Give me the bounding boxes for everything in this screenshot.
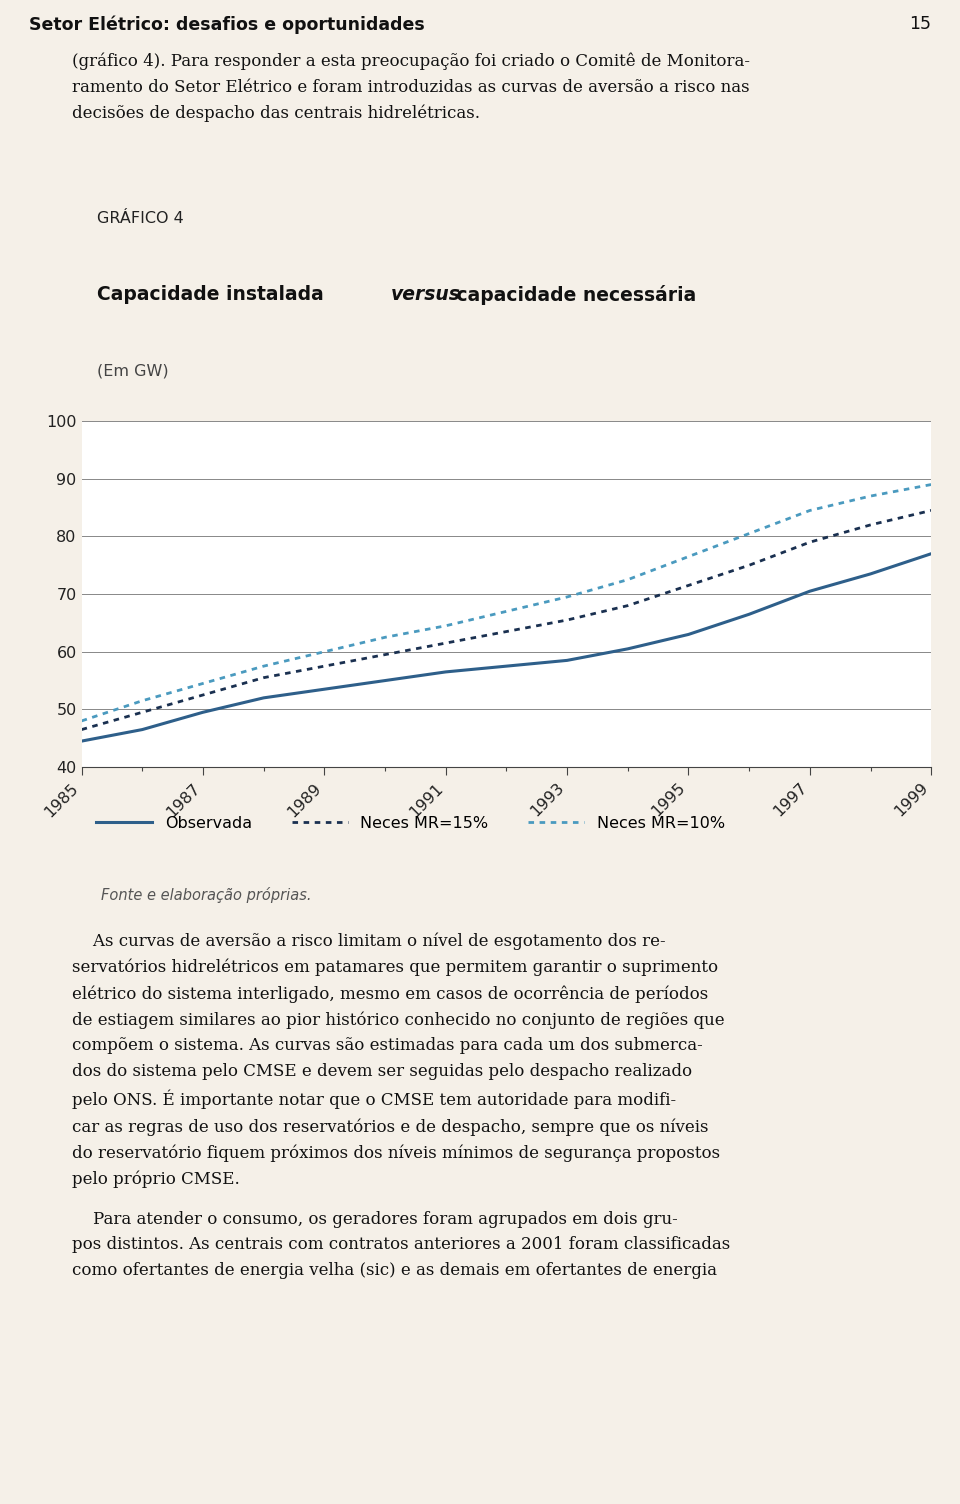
Text: As curvas de aversão a risco limitam o nível de esgotamento dos re-
servatórios : As curvas de aversão a risco limitam o n…: [72, 932, 725, 1188]
Text: (Em GW): (Em GW): [98, 362, 169, 378]
Text: 15: 15: [909, 15, 931, 33]
Text: Setor Elétrico: desafios e oportunidades: Setor Elétrico: desafios e oportunidades: [29, 15, 424, 33]
Text: Fonte e elaboração próprias.: Fonte e elaboração próprias.: [101, 887, 311, 902]
Text: Capacidade instalada: Capacidade instalada: [98, 284, 331, 304]
Text: capacidade necessária: capacidade necessária: [450, 284, 696, 305]
Text: (gráfico 4). Para responder a esta preocupação foi criado o Comitê de Monitora-
: (gráfico 4). Para responder a esta preoc…: [72, 53, 750, 122]
Legend: Observada, Neces MR=15%, Neces MR=10%: Observada, Neces MR=15%, Neces MR=10%: [89, 809, 732, 838]
Text: versus: versus: [391, 284, 461, 304]
Text: GRÁFICO 4: GRÁFICO 4: [98, 211, 184, 226]
Text: Para atender o consumo, os geradores foram agrupados em dois gru-
pos distintos.: Para atender o consumo, os geradores for…: [72, 1211, 731, 1278]
